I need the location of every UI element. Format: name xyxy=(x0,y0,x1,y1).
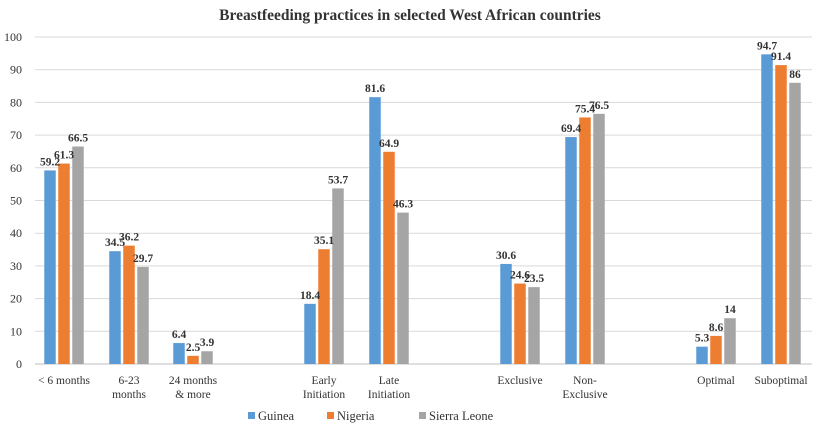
data-label: 35.1 xyxy=(314,235,334,247)
data-label: 53.7 xyxy=(328,174,348,186)
y-tick-label: 50 xyxy=(10,194,22,208)
bar-nigeria xyxy=(187,355,199,364)
bar-sierra-leone xyxy=(397,212,409,364)
data-label: 36.2 xyxy=(119,232,139,244)
data-label: 91.4 xyxy=(771,51,791,63)
y-tick-label: 100 xyxy=(4,30,22,44)
data-labels: 59.261.3 66.5 34.536.2 29.7 6.42.5 3.9 18.4 35.… xyxy=(40,40,801,353)
y-axis-ticks: 0 10 20 30 40 50 60 70 80 90 100 xyxy=(4,30,22,371)
x-category-label: Optimal xyxy=(697,375,735,387)
data-label: 14 xyxy=(724,304,736,316)
bar-sierra-leone xyxy=(332,188,344,364)
data-label: 30.6 xyxy=(496,250,516,262)
data-label: 2.5 xyxy=(186,342,201,354)
bar-nigeria xyxy=(318,249,330,364)
y-tick-label: 60 xyxy=(10,161,22,175)
bar-sierra-leone xyxy=(201,351,213,364)
data-label: 66.5 xyxy=(68,133,88,145)
bar-guinea xyxy=(761,54,773,365)
bar-guinea xyxy=(304,303,316,364)
bar-guinea xyxy=(369,97,381,364)
bar-guinea xyxy=(109,251,121,364)
data-label: 24.6 xyxy=(510,270,530,282)
chart-title: Breastfeeding practices in selected West… xyxy=(219,7,601,24)
bar-sierra-leone xyxy=(593,113,605,364)
data-label: 64.9 xyxy=(379,138,399,150)
x-category-label: Early xyxy=(312,375,337,387)
legend: Guinea Nigeria Sierra Leone xyxy=(248,409,494,423)
data-label: 69.4 xyxy=(561,123,581,135)
data-label: 86 xyxy=(789,69,801,81)
bar-guinea xyxy=(173,343,185,364)
bar-nigeria xyxy=(383,151,395,364)
legend-label: Nigeria xyxy=(337,409,375,423)
y-tick-label: 10 xyxy=(10,324,22,338)
x-category-label: Exclusive xyxy=(497,375,542,387)
y-tick-label: 30 xyxy=(10,259,22,273)
x-axis-category-labels: < 6 months 6-23 months 24 months & more Early… xyxy=(38,375,807,401)
x-category-label: < 6 months xyxy=(38,375,90,387)
x-category-label: Suboptimal xyxy=(754,375,807,387)
data-label: 18.4 xyxy=(300,290,320,302)
y-tick-label: 90 xyxy=(10,63,22,77)
x-category-label: & more xyxy=(175,389,210,401)
x-category-label: Initiation xyxy=(303,389,345,401)
bar-nigeria xyxy=(58,163,70,364)
data-label: 81.6 xyxy=(365,83,385,95)
data-label: 3.9 xyxy=(200,337,215,349)
x-category-label: Late xyxy=(379,375,399,387)
bar-nigeria xyxy=(775,65,787,364)
y-tick-label: 40 xyxy=(10,226,22,240)
y-tick-label: 80 xyxy=(10,95,22,109)
bar-sierra-leone xyxy=(528,287,540,364)
bar-guinea xyxy=(696,346,708,364)
x-category-label: months xyxy=(112,389,146,401)
legend-label: Sierra Leone xyxy=(429,409,494,423)
bar-nigeria xyxy=(514,283,526,364)
data-label: 34.5 xyxy=(105,237,125,249)
data-label: 8.6 xyxy=(709,322,724,334)
legend-swatch xyxy=(419,412,426,419)
x-category-label: 6-23 xyxy=(118,375,139,387)
data-label: 94.7 xyxy=(757,40,777,52)
x-category-label: Non- xyxy=(573,375,597,387)
data-label: 75.4 xyxy=(575,103,595,115)
gridlines xyxy=(35,36,812,365)
bar-guinea xyxy=(500,263,512,364)
bar-sierra-leone xyxy=(789,82,801,364)
x-category-label: Exclusive xyxy=(562,389,607,401)
data-label: 6.4 xyxy=(172,329,187,341)
bar-nigeria xyxy=(579,117,591,364)
x-category-label: 24 months xyxy=(169,375,218,387)
legend-label: Guinea xyxy=(258,409,295,423)
bar-nigeria xyxy=(123,245,135,364)
data-label: 29.7 xyxy=(133,253,153,265)
y-tick-label: 20 xyxy=(10,292,22,306)
data-label: 61.3 xyxy=(54,150,74,162)
data-label: 59.2 xyxy=(40,156,60,168)
bar-sierra-leone xyxy=(137,266,149,364)
data-label: 76.5 xyxy=(589,100,609,112)
bar-guinea xyxy=(44,170,56,364)
bar-sierra-leone xyxy=(724,318,736,364)
legend-swatch xyxy=(327,412,334,419)
y-tick-label: 70 xyxy=(10,128,22,142)
data-label: 23.5 xyxy=(524,273,544,285)
bars xyxy=(44,54,801,365)
bar-sierra-leone xyxy=(72,146,84,364)
y-tick-label: 0 xyxy=(16,357,22,371)
bar-guinea xyxy=(565,137,577,364)
data-label: 5.3 xyxy=(695,333,710,345)
bar-nigeria xyxy=(710,335,722,364)
data-label: 46.3 xyxy=(393,199,413,211)
legend-swatch xyxy=(248,412,255,419)
x-category-label: Initiation xyxy=(368,389,410,401)
